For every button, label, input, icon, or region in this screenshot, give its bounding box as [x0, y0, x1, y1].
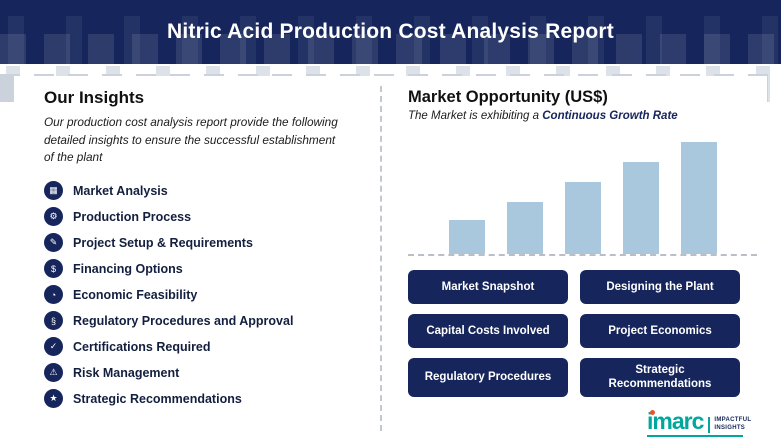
insight-label: Strategic Recommendations — [73, 391, 242, 406]
market-subtitle: The Market is exhibiting a Continuous Gr… — [408, 110, 757, 122]
market-analysis-icon: ▦ — [44, 181, 63, 201]
insight-label: Economic Feasibility — [73, 287, 198, 302]
chart-bar — [622, 162, 659, 254]
financing-options-icon: $ — [44, 259, 63, 279]
insight-label: Production Process — [73, 209, 192, 224]
market-section: Market Opportunity (US$) The Market is e… — [382, 84, 757, 441]
insight-item: $ Financing Options — [44, 259, 374, 279]
insights-description: Our production cost analysis report prov… — [44, 115, 338, 165]
market-buttons: Market Snapshot Designing the Plant Capita… — [408, 270, 757, 397]
logo-tagline-line1: IMPACTFUL — [714, 416, 752, 423]
insight-item: § Regulatory Procedures and Approval — [44, 311, 374, 331]
production-process-icon: ⚙ — [44, 207, 63, 227]
chart-bar — [680, 142, 717, 254]
chart-bar — [564, 182, 601, 254]
button-market-snapshot[interactable]: Market Snapshot — [408, 270, 568, 304]
insight-label: Certifications Required — [73, 339, 211, 354]
insight-item: ★ Strategic Recommendations — [44, 389, 374, 409]
column-divider — [380, 86, 382, 431]
insight-item: ◔ Economic Feasibility — [44, 285, 374, 305]
insight-label: Financing Options — [73, 261, 183, 276]
button-strategic-recommendations[interactable]: Strategic Recommendations — [580, 358, 740, 397]
imarc-logo: imarc IMPACTFUL INSIGHTS — [647, 407, 751, 437]
bar-chart — [408, 134, 757, 256]
logo-underline — [647, 434, 743, 437]
content-panel: Our Insights Our production cost analysi… — [14, 76, 767, 441]
insight-item: ⚙ Production Process — [44, 207, 374, 227]
page-title: Nitric Acid Production Cost Analysis Rep… — [167, 20, 614, 43]
strategic-recommendations-icon: ★ — [44, 389, 63, 409]
market-subtitle-prefix: The Market is exhibiting a — [408, 110, 543, 122]
chart-bar — [448, 220, 485, 254]
logo-dot-icon — [650, 409, 655, 415]
insight-label: Market Analysis — [73, 183, 168, 198]
insight-item: ▦ Market Analysis — [44, 181, 374, 201]
insight-label: Project Setup & Requirements — [73, 235, 253, 250]
logo-tagline: IMPACTFUL INSIGHTS — [708, 416, 752, 433]
market-heading: Market Opportunity (US$) — [408, 88, 608, 106]
button-capital-costs-involved[interactable]: Capital Costs Involved — [408, 314, 568, 348]
insight-item: ✎ Project Setup & Requirements — [44, 233, 374, 253]
certifications-icon: ✓ — [44, 337, 63, 357]
chart-bar — [506, 202, 543, 254]
risk-management-icon: ⚠ — [44, 363, 63, 383]
button-project-economics[interactable]: Project Economics — [580, 314, 740, 348]
market-subtitle-highlight: Continuous Growth Rate — [542, 110, 678, 122]
insights-list: ▦ Market Analysis ⚙ Production Process ✎ Proj… — [44, 181, 374, 409]
project-setup-icon: ✎ — [44, 233, 63, 253]
insight-label: Regulatory Procedures and Approval — [73, 313, 294, 328]
regulatory-procedures-icon: § — [44, 311, 63, 331]
insights-section: Our Insights Our production cost analysi… — [44, 84, 374, 441]
header-banner: Nitric Acid Production Cost Analysis Rep… — [0, 0, 781, 64]
button-designing-the-plant[interactable]: Designing the Plant — [580, 270, 740, 304]
economic-feasibility-icon: ◔ — [44, 285, 63, 305]
imarc-brand-text: imarc — [647, 407, 704, 434]
insight-item: ✓ Certifications Required — [44, 337, 374, 357]
insights-heading: Our Insights — [44, 88, 145, 107]
button-regulatory-procedures[interactable]: Regulatory Procedures — [408, 358, 568, 397]
logo-tagline-line2: INSIGHTS — [714, 424, 746, 431]
insight-label: Risk Management — [73, 365, 180, 380]
insight-item: ⚠ Risk Management — [44, 363, 374, 383]
